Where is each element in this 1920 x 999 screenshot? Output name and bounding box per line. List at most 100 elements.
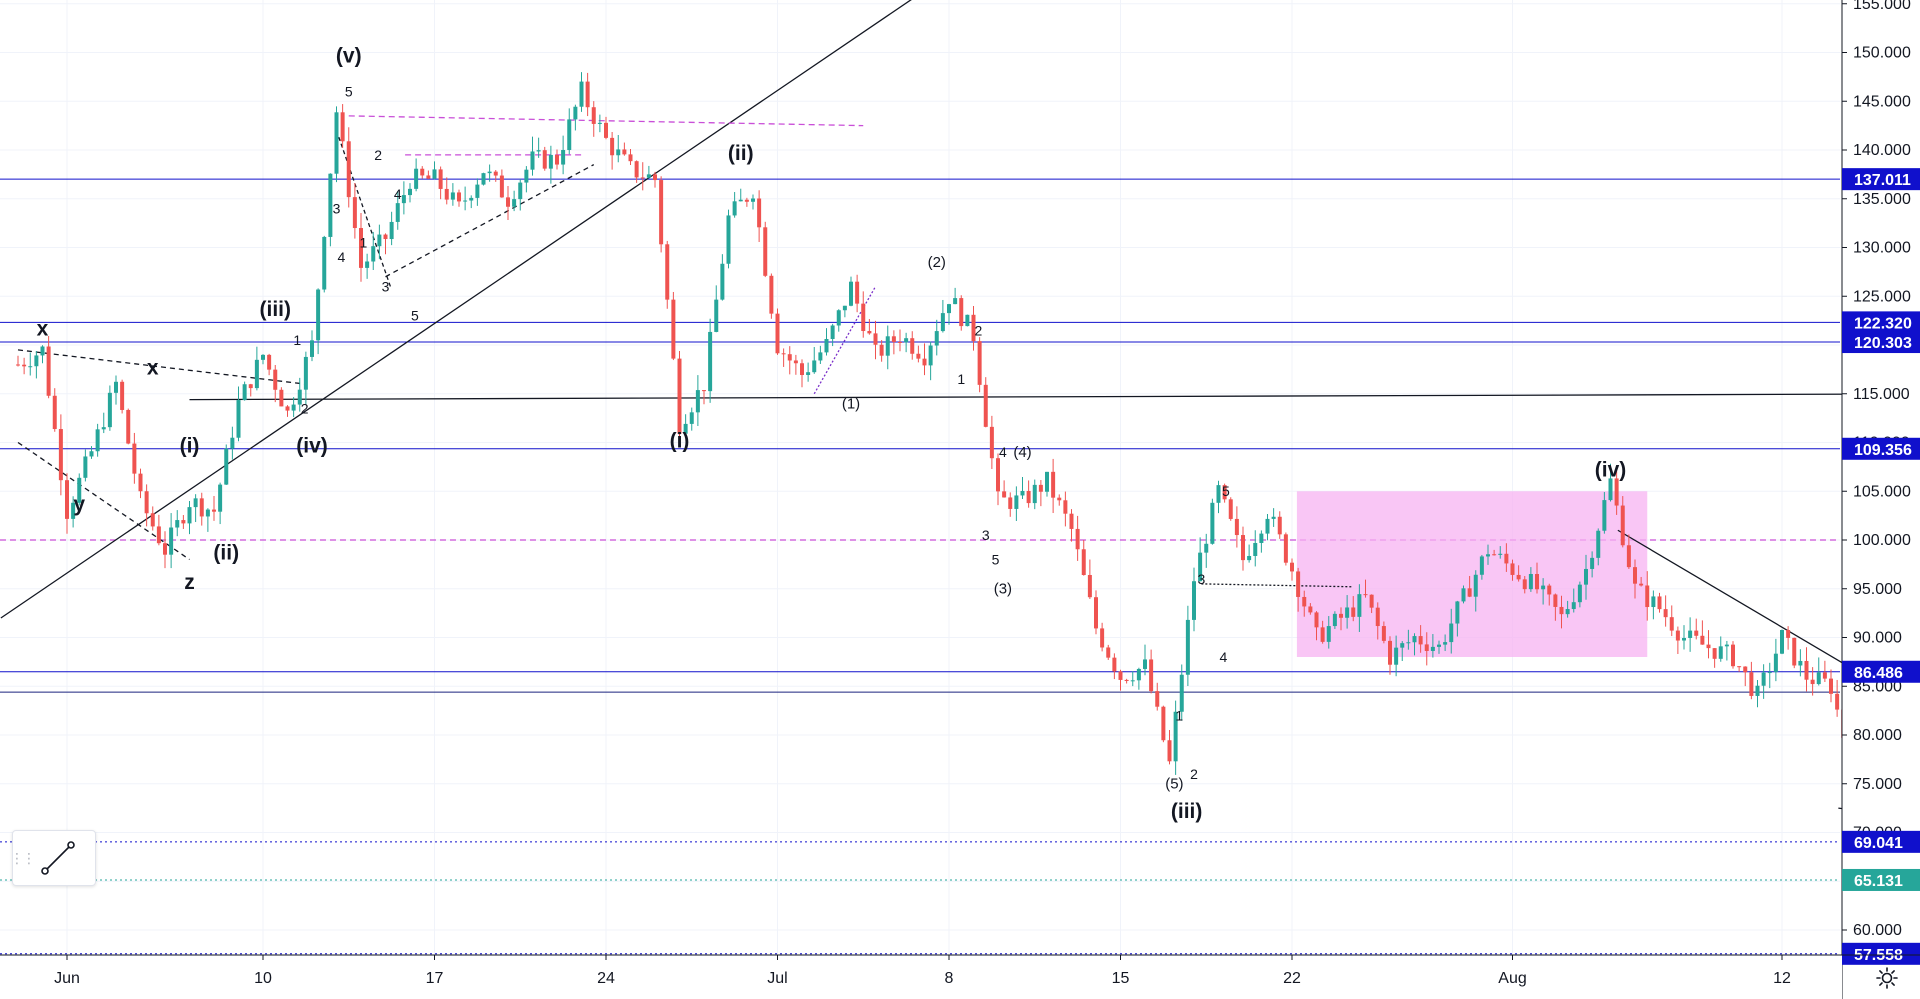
candle-body	[1247, 555, 1252, 561]
time-tick-label: Jul	[767, 970, 787, 987]
wave-label: (ii)	[728, 142, 754, 165]
dashed-channel-line	[17, 441, 190, 561]
candle-body	[303, 356, 308, 390]
candle-body	[793, 360, 798, 364]
wave-label: (iii)	[1171, 800, 1203, 823]
candle-body	[163, 543, 167, 555]
candle-body	[77, 477, 82, 503]
candle-body	[1553, 594, 1558, 607]
candle-body	[646, 174, 651, 178]
drag-handle-icon[interactable]: ⋮⋮	[10, 849, 36, 866]
wave-label: (v)	[336, 44, 362, 67]
candle-body	[120, 381, 125, 410]
price-tag	[1842, 331, 1920, 354]
candle-body	[352, 197, 357, 229]
candle-body	[334, 112, 339, 174]
candle-body	[181, 520, 186, 524]
candle-body	[475, 184, 480, 198]
wave-label: (i)	[670, 429, 690, 452]
candle-body	[689, 412, 694, 424]
candle-body	[175, 520, 180, 528]
candle-body	[1669, 617, 1674, 631]
candle-body	[193, 498, 198, 508]
wave-label: (1)	[842, 395, 860, 412]
wave-label: 5	[411, 308, 419, 324]
candle-body	[205, 509, 210, 517]
candle-body	[499, 175, 504, 198]
candle-body	[199, 498, 204, 517]
candle-body	[248, 384, 253, 389]
candle-body	[1633, 567, 1637, 584]
settings-gear-icon[interactable]	[1872, 963, 1902, 993]
candle-body	[518, 182, 523, 200]
price-tick-label: 105.000	[1853, 483, 1911, 500]
candle-body	[1755, 685, 1760, 696]
price-tick-label: 130.000	[1853, 240, 1911, 257]
candle-body	[1663, 609, 1668, 618]
price-axis[interactable]: 60.00065.00070.00075.00080.00085.00090.0…	[1841, 0, 1920, 999]
candle-body	[1804, 660, 1809, 680]
candle-body	[1651, 596, 1656, 608]
candle-body	[1492, 554, 1497, 556]
candle-body	[212, 509, 216, 512]
candle-body	[322, 236, 327, 290]
candle-body	[800, 363, 804, 376]
candle-body	[1259, 533, 1264, 543]
candle-body	[971, 314, 976, 342]
candle-body	[671, 299, 676, 359]
candle-body	[989, 426, 994, 459]
time-tick-label: Jun	[54, 970, 80, 987]
candle-body	[279, 389, 284, 407]
candle-body	[1320, 627, 1325, 642]
candle-body	[867, 330, 872, 334]
candle-body	[916, 353, 921, 359]
candle-body	[665, 244, 670, 300]
candle-body	[1522, 579, 1527, 590]
floating-drawing-toolbar[interactable]: ⋮⋮	[10, 830, 96, 886]
price-tick-label: 145.000	[1853, 93, 1911, 110]
wave-label: 4	[1220, 649, 1228, 665]
candle-body	[1038, 484, 1043, 492]
candle-body	[1290, 562, 1294, 572]
candle-body	[469, 197, 474, 201]
time-axis[interactable]: Jun101724Jul81522Aug1219Sep	[0, 954, 1920, 999]
candle-body	[885, 336, 890, 356]
candle-body	[1020, 490, 1025, 496]
candle-body	[1602, 500, 1607, 531]
candle-body	[83, 456, 88, 478]
wave-label: (i)	[180, 434, 200, 457]
candle-body	[634, 161, 639, 178]
price-tick-label: 135.000	[1853, 191, 1911, 208]
candle-body	[1075, 528, 1080, 550]
price-tag	[1842, 868, 1920, 891]
candle-body	[328, 173, 333, 237]
candle-body	[769, 275, 774, 314]
wave-label: (5)	[1165, 776, 1183, 793]
candle-body	[1179, 674, 1184, 712]
candle-body	[52, 395, 57, 430]
candle-body	[261, 354, 265, 360]
price-tag-label: 65.131	[1854, 873, 1903, 890]
candle-body	[959, 298, 964, 327]
wave-label: 1	[957, 371, 965, 387]
candle-body	[1167, 740, 1172, 762]
wave-label: 1	[293, 332, 301, 348]
candle-body	[138, 473, 143, 492]
candle-body	[726, 215, 731, 264]
candle-body	[1296, 571, 1301, 597]
chart-grid	[0, 0, 1840, 955]
candle-body	[597, 122, 602, 124]
dotted-line	[813, 286, 877, 395]
candle-body	[414, 168, 419, 189]
candle-body	[1461, 588, 1466, 602]
candle-body	[1443, 642, 1448, 645]
candle-body	[1479, 556, 1484, 575]
time-axis-bg	[0, 955, 1842, 999]
candle-body	[450, 192, 455, 200]
wave-label: (2)	[928, 254, 946, 271]
candle-body	[1375, 607, 1380, 627]
candle-body	[481, 173, 486, 185]
candle-body	[1712, 648, 1717, 659]
trend-line-tool-icon[interactable]	[31, 835, 85, 881]
